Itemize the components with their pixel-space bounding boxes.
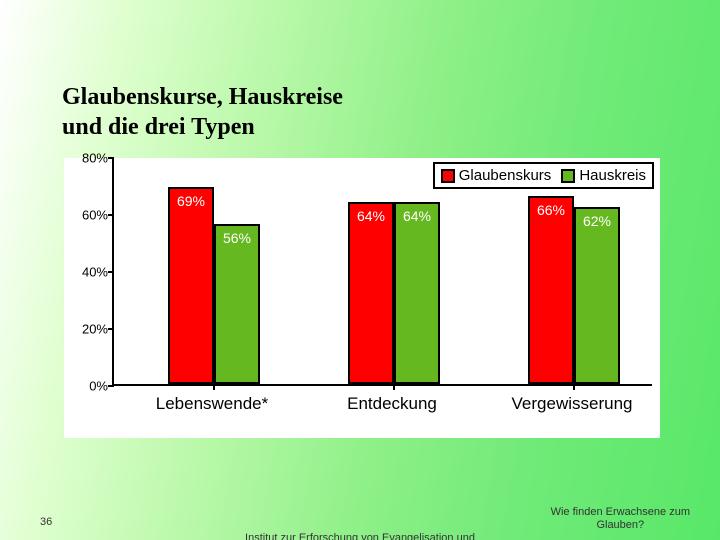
xlabel-1: Entdeckung: [347, 394, 437, 414]
bar-value-label: 64%: [396, 208, 438, 224]
ytick-80: 80%: [82, 151, 108, 166]
bar-value-label: 64%: [350, 208, 392, 224]
xtick-mark: [573, 384, 575, 390]
xtick-mark: [213, 384, 215, 390]
ytick-0: 0%: [89, 379, 108, 394]
ytick-mark: [108, 157, 114, 159]
plot-area: 69% 56% 64%64% 66%62%: [112, 158, 652, 386]
bar-value-label: 69%: [170, 193, 212, 209]
ytick-mark: [108, 214, 114, 216]
slide-title: Glaubenskurse, Hauskreise und die drei T…: [62, 82, 343, 142]
ytick-60: 60%: [82, 208, 108, 223]
xlabel-2: Vergewisserung: [512, 394, 633, 414]
footer-center: Institut zur Erforschung von Evangelisat…: [0, 532, 720, 540]
footer-right: Wie finden Erwachsene zum Glauben?: [551, 506, 690, 532]
footer-right-line2: Glauben?: [596, 519, 644, 531]
title-line-1: Glaubenskurse, Hauskreise: [62, 84, 343, 110]
bar-hauskreis-2: 62%: [574, 207, 620, 384]
ytick-20: 20%: [82, 322, 108, 337]
xlabel-0: Lebenswende*: [156, 394, 268, 414]
bar-glaubenskurs-2: 66%: [528, 196, 574, 384]
title-line-2: und die drei Typen: [62, 114, 255, 140]
xtick-mark: [393, 384, 395, 390]
ytick-40: 40%: [82, 265, 108, 280]
ytick-mark: [108, 385, 114, 387]
bar-glaubenskurs-0: 69%: [168, 187, 214, 384]
bar-value-label: 56%: [216, 230, 258, 246]
chart-area: Glaubenskurs Hauskreis 80% 60% 40% 20% 0…: [64, 158, 660, 438]
bar-value-label: 62%: [576, 213, 618, 229]
ytick-mark: [108, 271, 114, 273]
page-number: 36: [40, 516, 52, 528]
bar-hauskreis-1: 64%: [394, 202, 440, 384]
footer-center-line1: Institut zur Erforschung von Evangelisat…: [245, 532, 475, 540]
bar-hauskreis-0: 56%: [214, 224, 260, 384]
bar-value-label: 66%: [530, 202, 572, 218]
footer-right-line1: Wie finden Erwachsene zum: [551, 506, 690, 518]
y-axis: 80% 60% 40% 20% 0%: [64, 158, 112, 386]
ytick-mark: [108, 328, 114, 330]
bar-glaubenskurs-1: 64%: [348, 202, 394, 384]
